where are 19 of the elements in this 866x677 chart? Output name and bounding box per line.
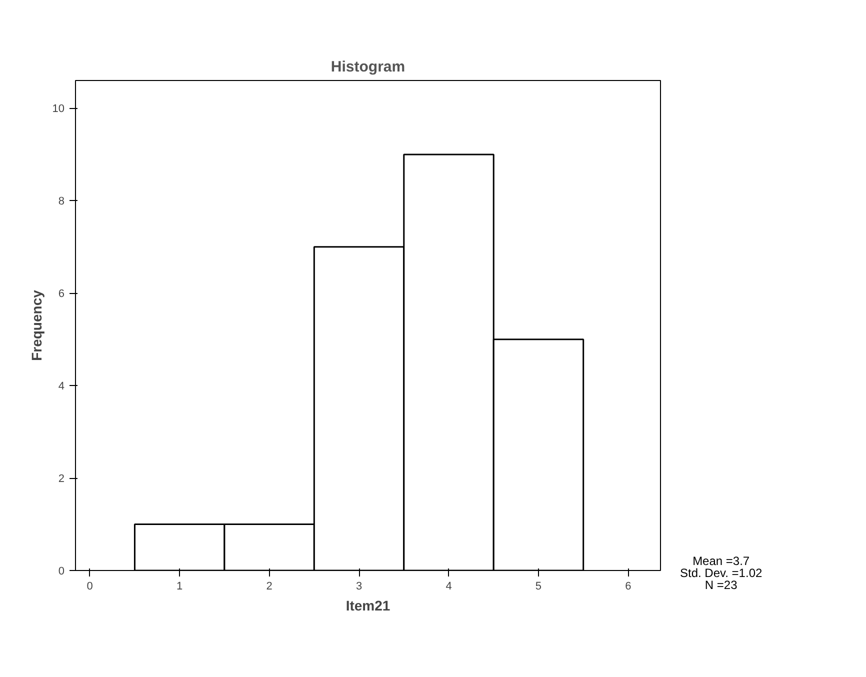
x-tick-label: 5 [535,580,542,592]
y-tick-label: 0 [58,566,65,578]
y-tick-label: 4 [58,380,65,393]
y-tick-label: 2 [58,473,65,486]
x-tick-label: 0 [86,580,93,592]
x-tick-label: 4 [446,580,452,592]
y-tick-label: 8 [58,196,65,208]
text: N =23 [704,578,738,592]
y-tick-label: 6 [58,288,65,300]
y-axis-title: Frequency [28,290,44,361]
x-tick-label: 6 [625,580,632,592]
x-tick-label: 3 [356,580,362,592]
y-tick-label: 10 [52,103,65,116]
chart-title: Histogram [330,58,406,76]
text: Mean =3.7 [692,554,750,568]
x-tick-label: 1 [176,580,183,592]
x-axis-title: Item21 [346,598,390,614]
x-tick-label: 2 [266,580,272,592]
text: Std. Dev. =1.02 [680,566,762,580]
